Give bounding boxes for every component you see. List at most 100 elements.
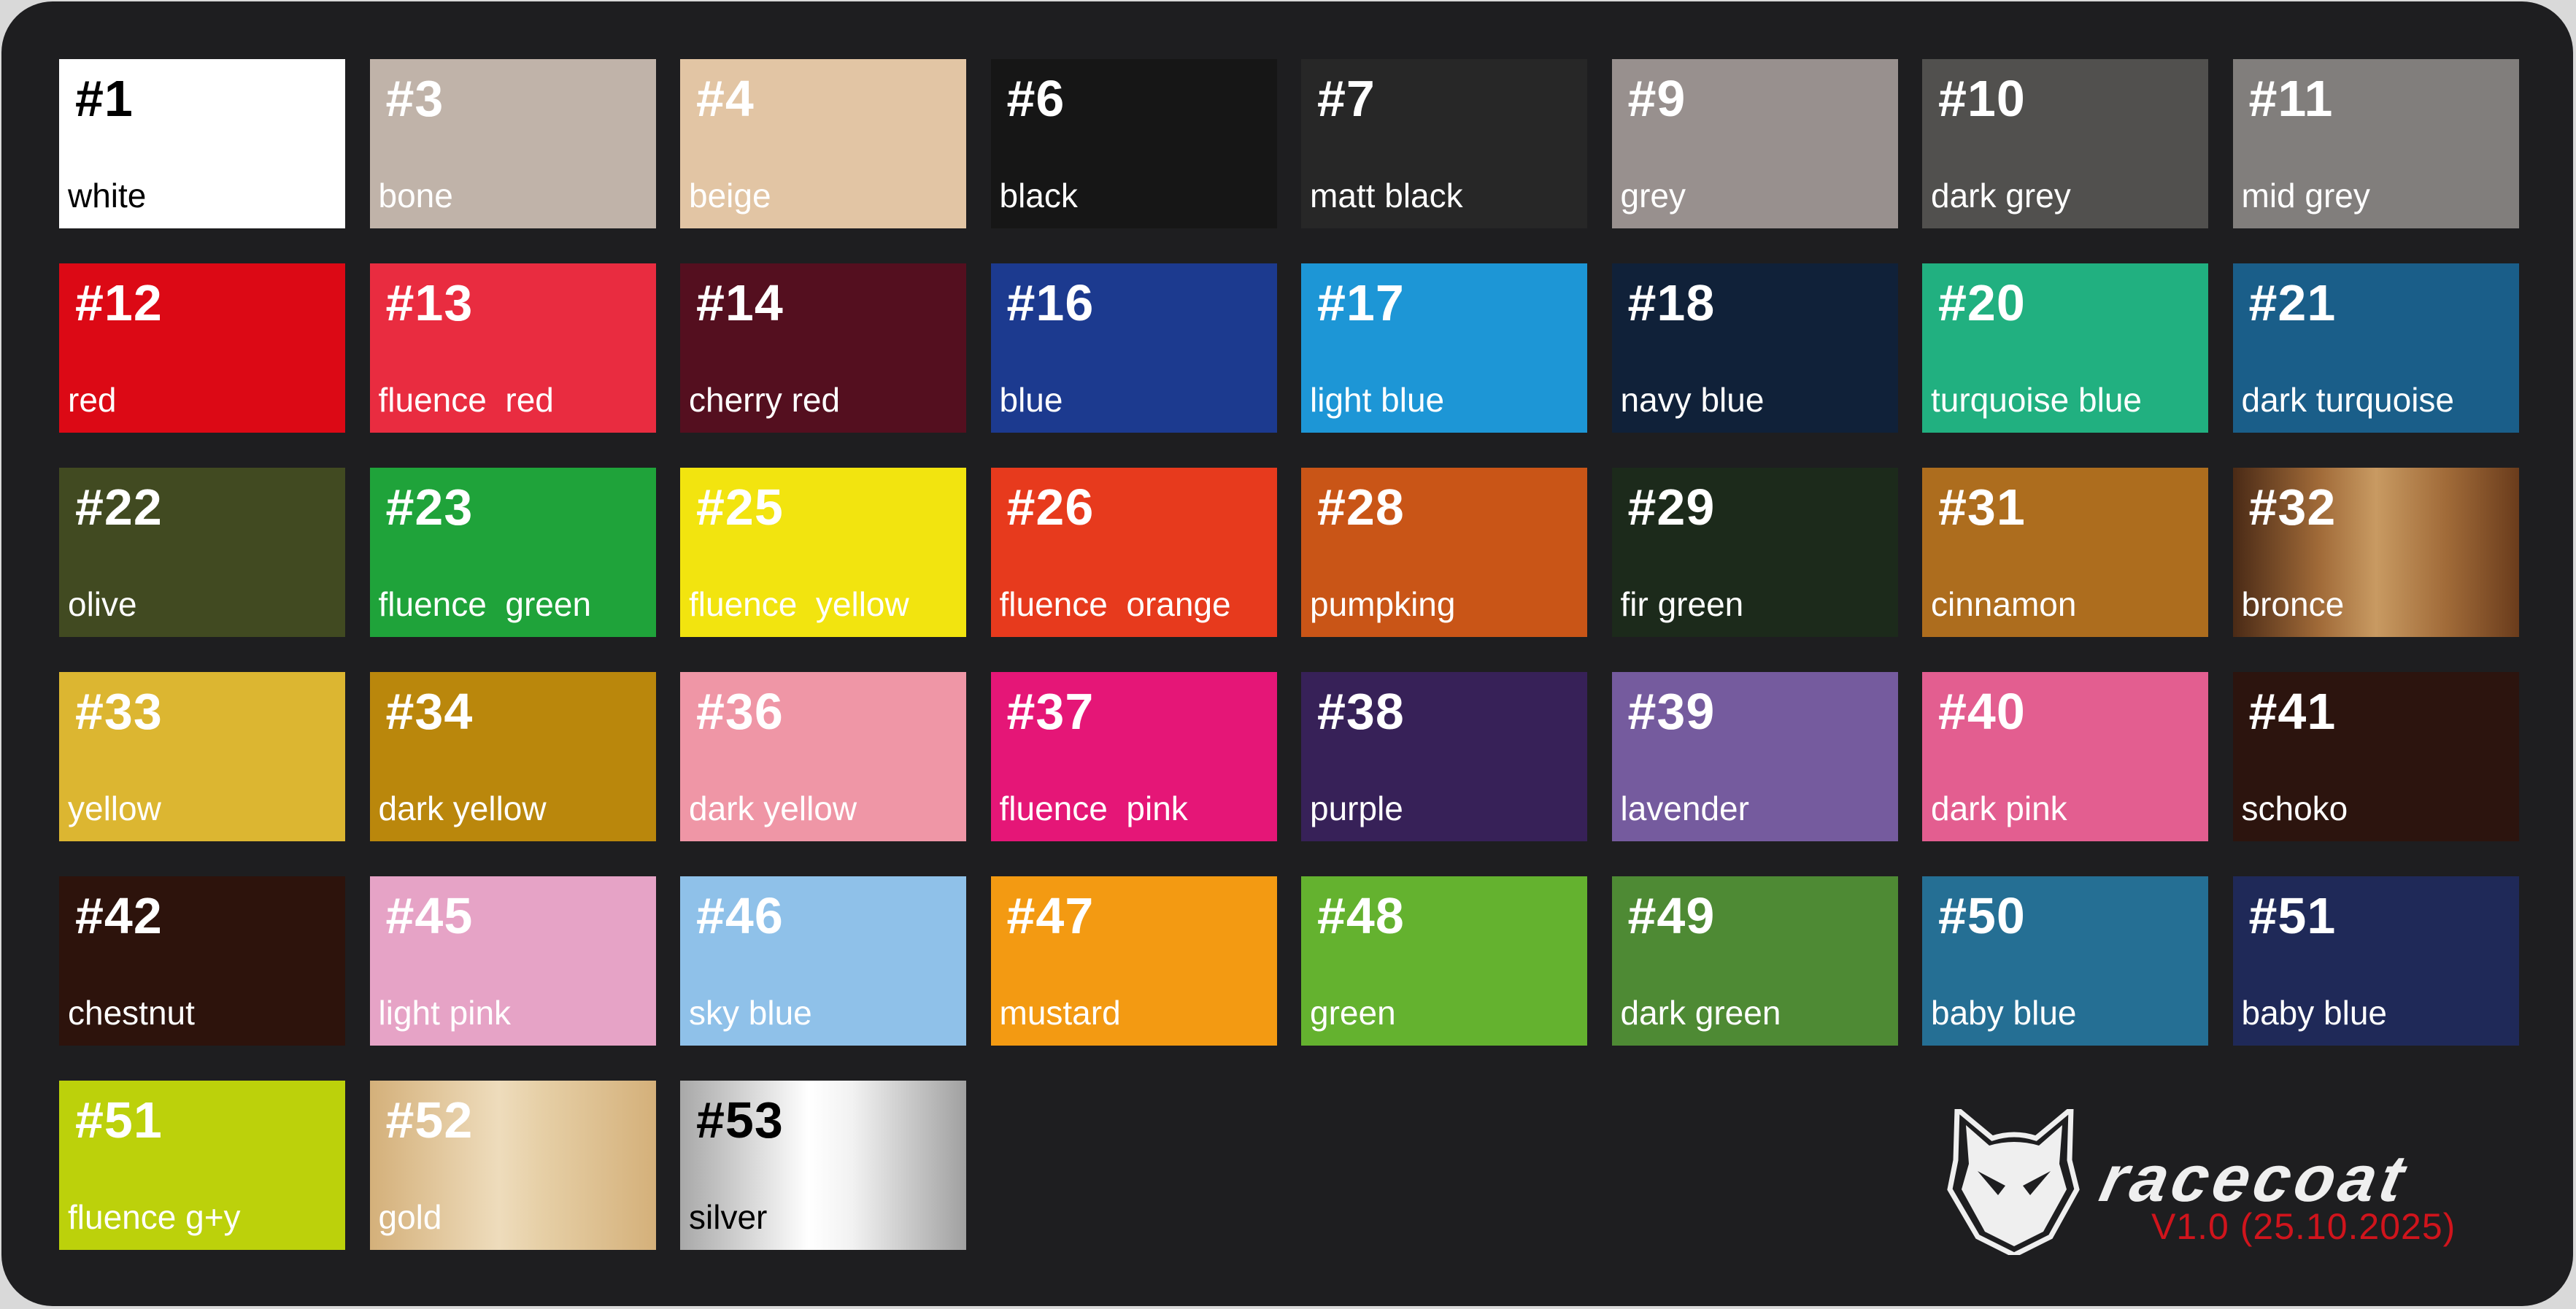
- swatch-number: #6: [1006, 70, 1065, 127]
- swatch-number: #42: [75, 887, 163, 944]
- color-swatch: #45 light pink: [369, 876, 656, 1046]
- color-swatch: #20 turquoise blue: [1922, 263, 2208, 433]
- swatch-number: #16: [1006, 274, 1095, 331]
- swatch-label: black: [999, 177, 1078, 215]
- color-swatch: #6 black: [990, 59, 1277, 228]
- swatch-number: #22: [75, 479, 163, 536]
- swatch-label: matt black: [1310, 177, 1463, 215]
- swatch-label: dark turquoise: [2241, 381, 2455, 419]
- color-swatch: #49 dark green: [1611, 876, 1898, 1046]
- swatch-label: chestnut: [68, 994, 195, 1032]
- color-swatch: #10 dark grey: [1922, 59, 2208, 228]
- swatch-label: mustard: [999, 994, 1121, 1032]
- swatch-label: fluence orange: [999, 585, 1231, 623]
- color-swatch: #23 fluence green: [369, 468, 656, 637]
- swatch-label: cherry red: [689, 381, 841, 419]
- swatch-label: fluence g+y: [68, 1198, 241, 1236]
- swatch-label: bronce: [2241, 585, 2345, 623]
- swatch-number: #49: [1627, 887, 1716, 944]
- swatch-number: #20: [1938, 274, 2026, 331]
- color-swatch: #53 silver: [680, 1081, 966, 1250]
- color-swatch: #13 fluence red: [369, 263, 656, 433]
- swatch-number: #7: [1317, 70, 1376, 127]
- color-swatch: #11 mid grey: [2232, 59, 2519, 228]
- color-swatch: #4 beige: [680, 59, 966, 228]
- color-swatch: #31 cinnamon: [1922, 468, 2208, 637]
- swatch-number: #1: [75, 70, 134, 127]
- color-swatch: #38 purple: [1301, 672, 1587, 841]
- color-swatch: #41 schoko: [2232, 672, 2519, 841]
- swatch-number: #29: [1627, 479, 1716, 536]
- swatch-number: #48: [1317, 887, 1405, 944]
- swatch-number: #25: [696, 479, 784, 536]
- swatch-number: #37: [1006, 683, 1095, 740]
- color-swatch: #50 baby blue: [1922, 876, 2208, 1046]
- swatch-label: dark pink: [1931, 789, 2067, 827]
- color-swatch: #46 sky blue: [680, 876, 966, 1046]
- swatch-number: #51: [75, 1092, 163, 1148]
- swatch-number: #46: [696, 887, 784, 944]
- swatch-number: #41: [2248, 683, 2337, 740]
- color-swatch: #39 lavender: [1611, 672, 1898, 841]
- swatch-label: fluence yellow: [689, 585, 909, 623]
- swatch-label: dark grey: [1931, 177, 2071, 215]
- swatch-number: #26: [1006, 479, 1095, 536]
- swatch-label: baby blue: [2241, 994, 2388, 1032]
- swatch-number: #32: [2248, 479, 2337, 536]
- color-swatch: #26 fluence orange: [990, 468, 1277, 637]
- swatch-number: #36: [696, 683, 784, 740]
- color-swatch: #47 mustard: [990, 876, 1277, 1046]
- swatch-number: #50: [1938, 887, 2026, 944]
- color-swatch: #16 blue: [990, 263, 1277, 433]
- swatch-label: schoko: [2241, 789, 2348, 827]
- swatch-label: sky blue: [689, 994, 812, 1032]
- swatch-label: red: [68, 381, 117, 419]
- swatch-number: #3: [385, 70, 444, 127]
- swatch-number: #18: [1627, 274, 1716, 331]
- color-swatch: #36 dark yellow: [680, 672, 966, 841]
- swatch-label: lavender: [1620, 789, 1749, 827]
- swatch-label: fluence pink: [999, 789, 1188, 827]
- color-swatch: #33 yellow: [59, 672, 345, 841]
- swatch-label: blue: [999, 381, 1063, 419]
- swatch-label: turquoise blue: [1931, 381, 2142, 419]
- color-swatch: #51 fluence g+y: [59, 1081, 345, 1250]
- swatch-label: white: [68, 177, 147, 215]
- swatch-number: #47: [1006, 887, 1095, 944]
- swatch-number: #14: [696, 274, 784, 331]
- swatch-number: #53: [696, 1092, 784, 1148]
- swatch-number: #31: [1938, 479, 2026, 536]
- swatch-number: #38: [1317, 683, 1405, 740]
- color-swatch: #21 dark turquoise: [2232, 263, 2519, 433]
- color-swatch: #40 dark pink: [1922, 672, 2208, 841]
- swatch-label: grey: [1620, 177, 1686, 215]
- swatch-label: beige: [689, 177, 771, 215]
- swatch-label: olive: [68, 585, 137, 623]
- swatch-number: #33: [75, 683, 163, 740]
- swatch-label: gold: [378, 1198, 442, 1236]
- swatch-label: dark yellow: [689, 789, 857, 827]
- swatch-number: #9: [1627, 70, 1686, 127]
- swatch-label: fluence green: [378, 585, 592, 623]
- swatch-label: fluence red: [378, 381, 554, 419]
- swatch-label: green: [1310, 994, 1396, 1032]
- color-swatch: #48 green: [1301, 876, 1587, 1046]
- color-swatch: #14 cherry red: [680, 263, 966, 433]
- swatch-label: baby blue: [1931, 994, 2077, 1032]
- color-swatch: #22 olive: [59, 468, 345, 637]
- swatch-number: #4: [696, 70, 755, 127]
- color-swatch: #25 fluence yellow: [680, 468, 966, 637]
- swatch-number: #11: [2248, 70, 2334, 127]
- swatch-label: yellow: [68, 789, 161, 827]
- swatch-number: #17: [1317, 274, 1405, 331]
- swatch-label: silver: [689, 1198, 768, 1236]
- swatch-label: cinnamon: [1931, 585, 2077, 623]
- swatch-number: #12: [75, 274, 163, 331]
- color-swatch: #32 bronce: [2232, 468, 2519, 637]
- swatch-label: dark yellow: [378, 789, 547, 827]
- swatch-number: #10: [1938, 70, 2026, 127]
- swatch-number: #39: [1627, 683, 1716, 740]
- swatch-label: pumpking: [1310, 585, 1456, 623]
- swatch-number: #45: [385, 887, 474, 944]
- swatch-label: navy blue: [1620, 381, 1765, 419]
